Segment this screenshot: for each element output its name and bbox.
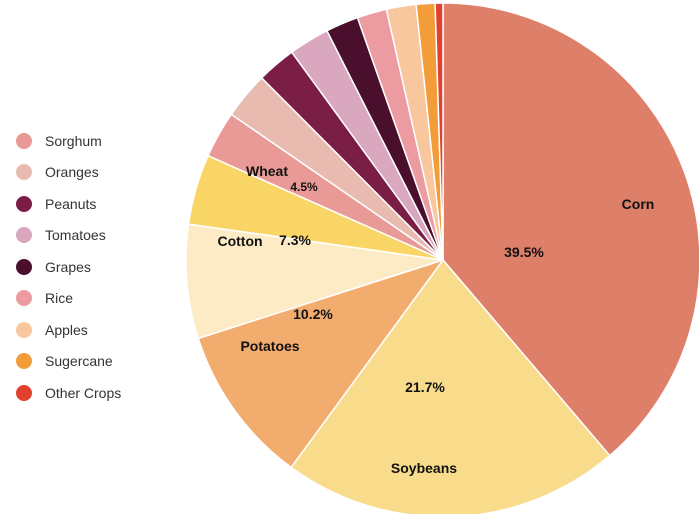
legend-label: Apples: [45, 321, 88, 338]
legend-item-oranges: Oranges: [16, 157, 121, 189]
legend-item-tomatoes: Tomatoes: [16, 220, 121, 252]
legend-label: Rice: [45, 290, 74, 307]
legend-item-other-crops: Other Crops: [16, 377, 121, 409]
legend-label: Sorghum: [45, 132, 102, 149]
chart-legend: Sorghum Oranges Peanuts Tomatoes Grapes Rice A…: [16, 125, 121, 409]
legend-label: Oranges: [45, 164, 99, 181]
legend-swatch: [16, 164, 32, 181]
legend-swatch: [16, 227, 32, 244]
legend-swatch: [16, 132, 32, 149]
legend-swatch: [16, 258, 32, 275]
slice-name-label-corn: Corn: [622, 196, 655, 212]
slice-value-label-corn: 39.5%: [504, 244, 544, 260]
slice-value-label-wheat: 4.5%: [290, 180, 318, 194]
legend-item-sorghum: Sorghum: [16, 125, 121, 157]
slice-value-label-cotton: 7.3%: [279, 232, 311, 248]
slice-value-label-potatoes: 10.2%: [293, 306, 333, 322]
legend-swatch: [16, 290, 32, 307]
legend-label: Other Crops: [45, 384, 122, 401]
pie-slices: [185, 2, 699, 514]
legend-label: Peanuts: [45, 195, 97, 212]
slice-name-label-wheat: Wheat: [246, 163, 288, 179]
legend-item-peanuts: Peanuts: [16, 188, 121, 220]
legend-swatch: [16, 353, 32, 370]
legend-label: Sugercane: [45, 353, 113, 370]
legend-swatch: [16, 321, 32, 338]
slice-value-label-soybeans: 21.7%: [405, 379, 445, 395]
pie-slice-cotton: [185, 223, 444, 340]
slice-name-label-cotton: Cotton: [217, 233, 262, 249]
legend-item-apples: Apples: [16, 314, 121, 346]
legend-swatch: [16, 195, 32, 212]
pie-slice-corn: [442, 2, 699, 457]
legend-item-grapes: Grapes: [16, 251, 121, 283]
pie-slice-other-crops: [434, 2, 444, 261]
legend-label: Tomatoes: [45, 227, 106, 244]
pie-labels: Corn 39.5% 21.7% Soybeans 10.2% Potatoes…: [217, 163, 654, 476]
pie-slice-potatoes: [197, 259, 444, 469]
slice-name-label-potatoes: Potatoes: [240, 338, 299, 354]
pie-slice-soybeans: [290, 259, 611, 514]
legend-swatch: [16, 384, 32, 401]
slice-name-label-soybeans: Soybeans: [391, 460, 457, 476]
legend-item-sugercane: Sugercane: [16, 346, 121, 378]
legend-item-rice: Rice: [16, 283, 121, 315]
legend-label: Grapes: [45, 258, 91, 275]
